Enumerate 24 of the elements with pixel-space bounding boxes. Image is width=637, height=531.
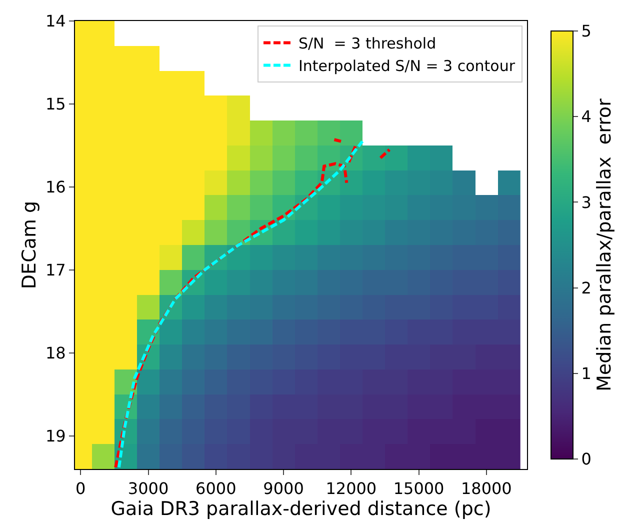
x-tick-label: 15000 (393, 479, 444, 498)
y-tick-label: 16 (45, 178, 66, 197)
y-tick-label: 19 (45, 426, 66, 446)
y-tick-label: 17 (45, 260, 66, 280)
y-tick-label: 15 (45, 94, 66, 114)
y-tick-label: 18 (45, 343, 66, 362)
x-tick-label: 12000 (326, 479, 377, 498)
color-bar-label: 0 (581, 450, 592, 469)
color-bar-label: 2 (581, 278, 592, 298)
color-bar-title: Median parallax/parallax error (593, 98, 616, 392)
legend-label: S/N = 3 threshold (298, 34, 436, 53)
x-tick-label: 18000 (460, 479, 512, 498)
color-bar-label: 1 (581, 364, 592, 383)
y-axis-title: DECam g (18, 200, 40, 290)
color-bar-label: 5 (581, 22, 592, 41)
color-bar-label: 4 (581, 107, 592, 126)
x-tick-label: 0 (76, 479, 86, 498)
x-axis-title: Gaia DR3 parallax-derived distance (pc) (110, 498, 492, 520)
x-tick-label: 3000 (128, 479, 169, 498)
color-bar-label: 3 (581, 192, 592, 212)
x-tick-label: 6000 (196, 479, 236, 498)
legend-label: Interpolated S/N = 3 contour (298, 57, 516, 76)
x-tick-label: 9000 (263, 479, 304, 498)
y-tick-label: 14 (45, 12, 66, 31)
